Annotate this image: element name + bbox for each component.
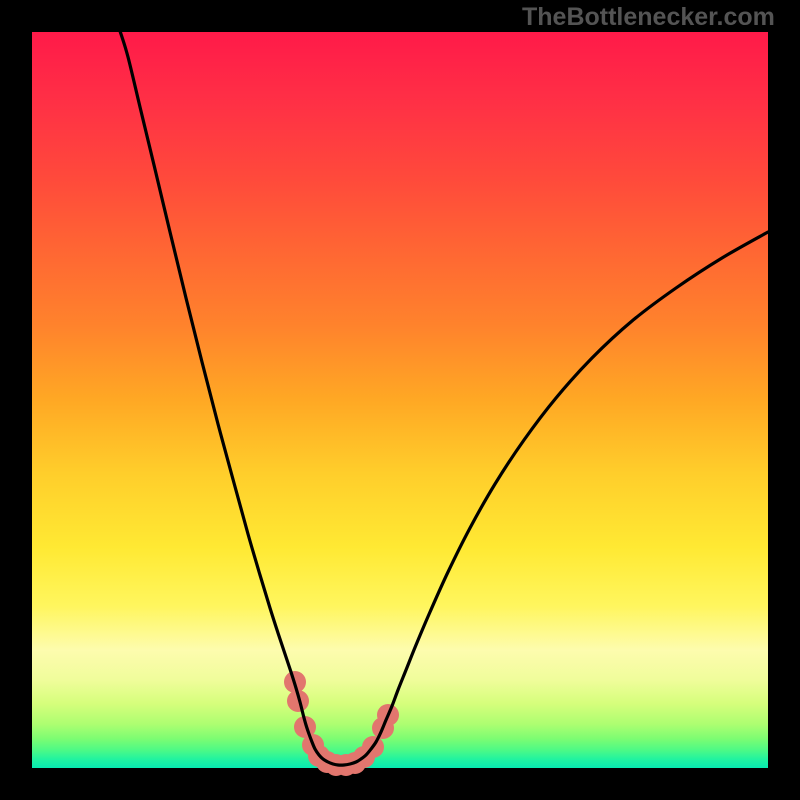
- bottleneck-curve-chart: [0, 0, 800, 800]
- plot-background-gradient: [32, 32, 768, 768]
- watermark-text: TheBottlenecker.com: [522, 3, 775, 32]
